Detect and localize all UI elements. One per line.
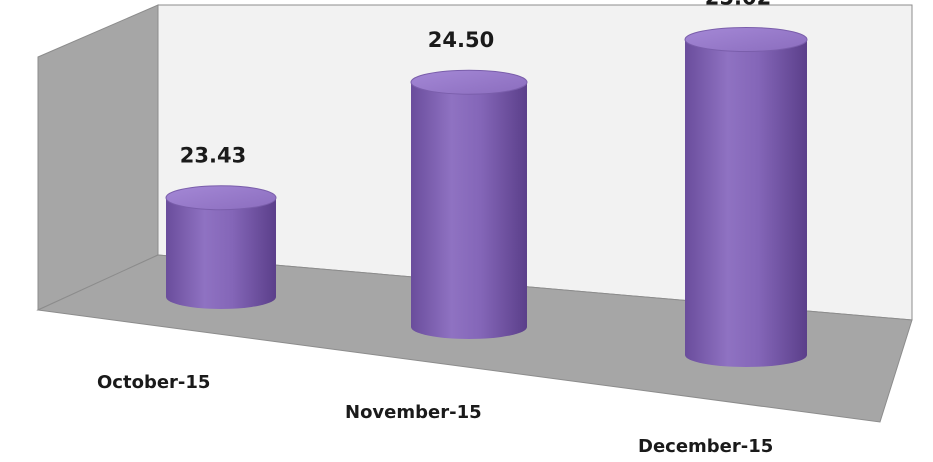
bar-cylinder-body (166, 197, 276, 309)
labels-layer: 23.43 October-15 24.50 November-15 25.02 Dece… (97, 0, 773, 457)
category-label: December-15 (638, 436, 773, 457)
data-label: 23.43 (180, 144, 246, 168)
data-label: 25.02 (705, 0, 771, 9)
category-label: October-15 (97, 372, 210, 393)
bar-cylinder (684, 26, 808, 367)
bar-cylinder-body (411, 82, 527, 339)
bar-cylinder-top (410, 69, 528, 95)
bar-cylinder (410, 69, 528, 339)
bar-cylinder (165, 185, 277, 309)
category-label: November-15 (345, 402, 482, 423)
data-label: 24.50 (428, 28, 494, 52)
bars-layer (165, 26, 808, 367)
bar-cylinder-top (165, 185, 277, 211)
bar-cylinder-top (684, 26, 808, 52)
bar-cylinder-body (685, 39, 807, 367)
